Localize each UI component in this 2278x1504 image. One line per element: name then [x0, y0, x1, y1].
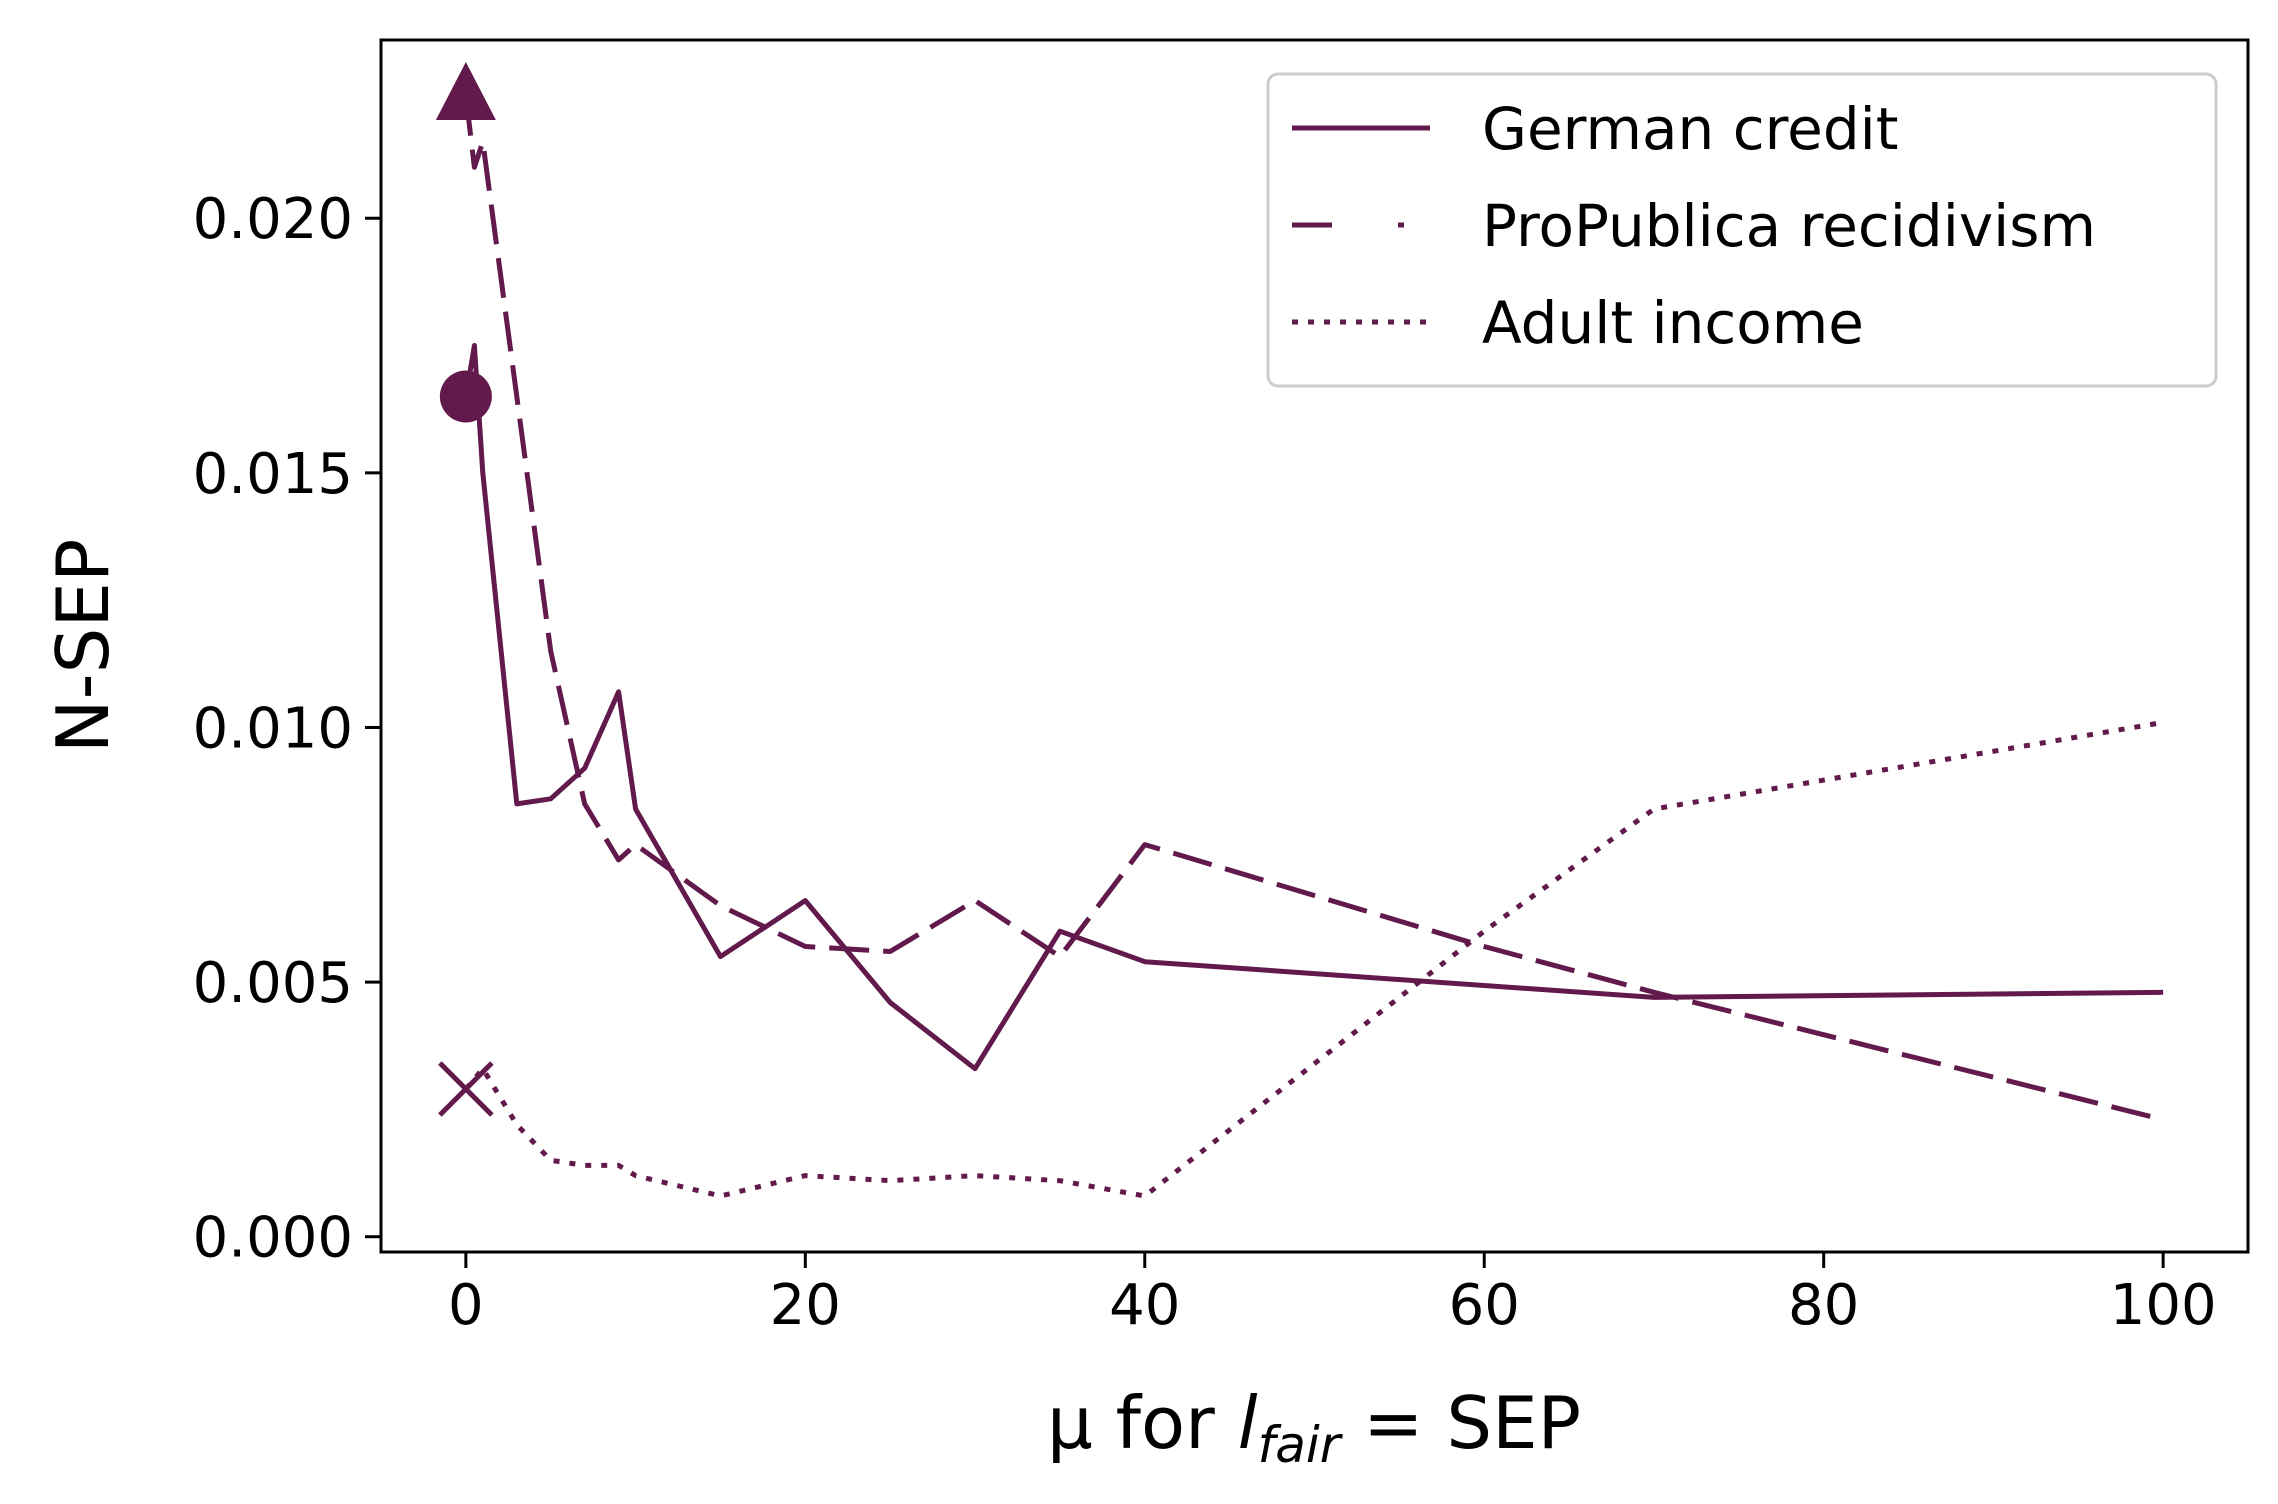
x-axis-label-suffix: = SEP	[1340, 1381, 1581, 1465]
legend-frame	[1266, 72, 2218, 388]
legend-label-1: ProPublica recidivism	[1482, 192, 2096, 260]
plot-frame	[379, 38, 2250, 1254]
series-marker-0	[439, 370, 492, 423]
series-marker-2	[438, 1061, 494, 1117]
series-line-0	[463, 343, 2164, 1072]
x-tick-label-5: 100	[2110, 1273, 2217, 1338]
x-tick-label-3: 60	[1449, 1273, 1520, 1338]
y-axis-label: N-SEP	[41, 539, 125, 753]
legend-label-2: Adult income	[1482, 289, 1864, 357]
x-axis-label-subscript: fair	[1258, 1416, 1344, 1474]
x-tick-label-2: 40	[1109, 1273, 1180, 1338]
y-tick-label-0: 0.000	[193, 1206, 353, 1271]
series-lines	[463, 95, 2164, 1199]
x-axis-label-variable: l	[1238, 1381, 1258, 1465]
series-marker-1	[435, 62, 496, 121]
legend: German credit ProPublica recidivism Adult …	[1266, 72, 2218, 388]
y-axis: 0.000 0.005 0.010 0.015 0.020	[193, 187, 381, 1271]
y-tick-label-1: 0.005	[193, 951, 353, 1016]
y-tick-label-2: 0.010	[193, 696, 353, 761]
x-tick-label-4: 80	[1788, 1273, 1859, 1338]
y-tick-label-3: 0.015	[193, 442, 353, 507]
y-tick-label-4: 0.020	[193, 187, 353, 252]
series-markers	[435, 62, 496, 1117]
x-axis: 0 20 40 60 80 100	[448, 1252, 2217, 1338]
legend-label-0: German credit	[1482, 95, 1899, 163]
x-tick-label-0: 0	[448, 1273, 484, 1338]
series-line-2	[463, 719, 2164, 1199]
x-axis-label: μ for lfair = SEP	[1047, 1381, 1581, 1474]
x-tick-label-1: 20	[770, 1273, 841, 1338]
series-line-1	[463, 95, 2164, 1123]
x-axis-label-prefix: μ for	[1047, 1381, 1238, 1465]
